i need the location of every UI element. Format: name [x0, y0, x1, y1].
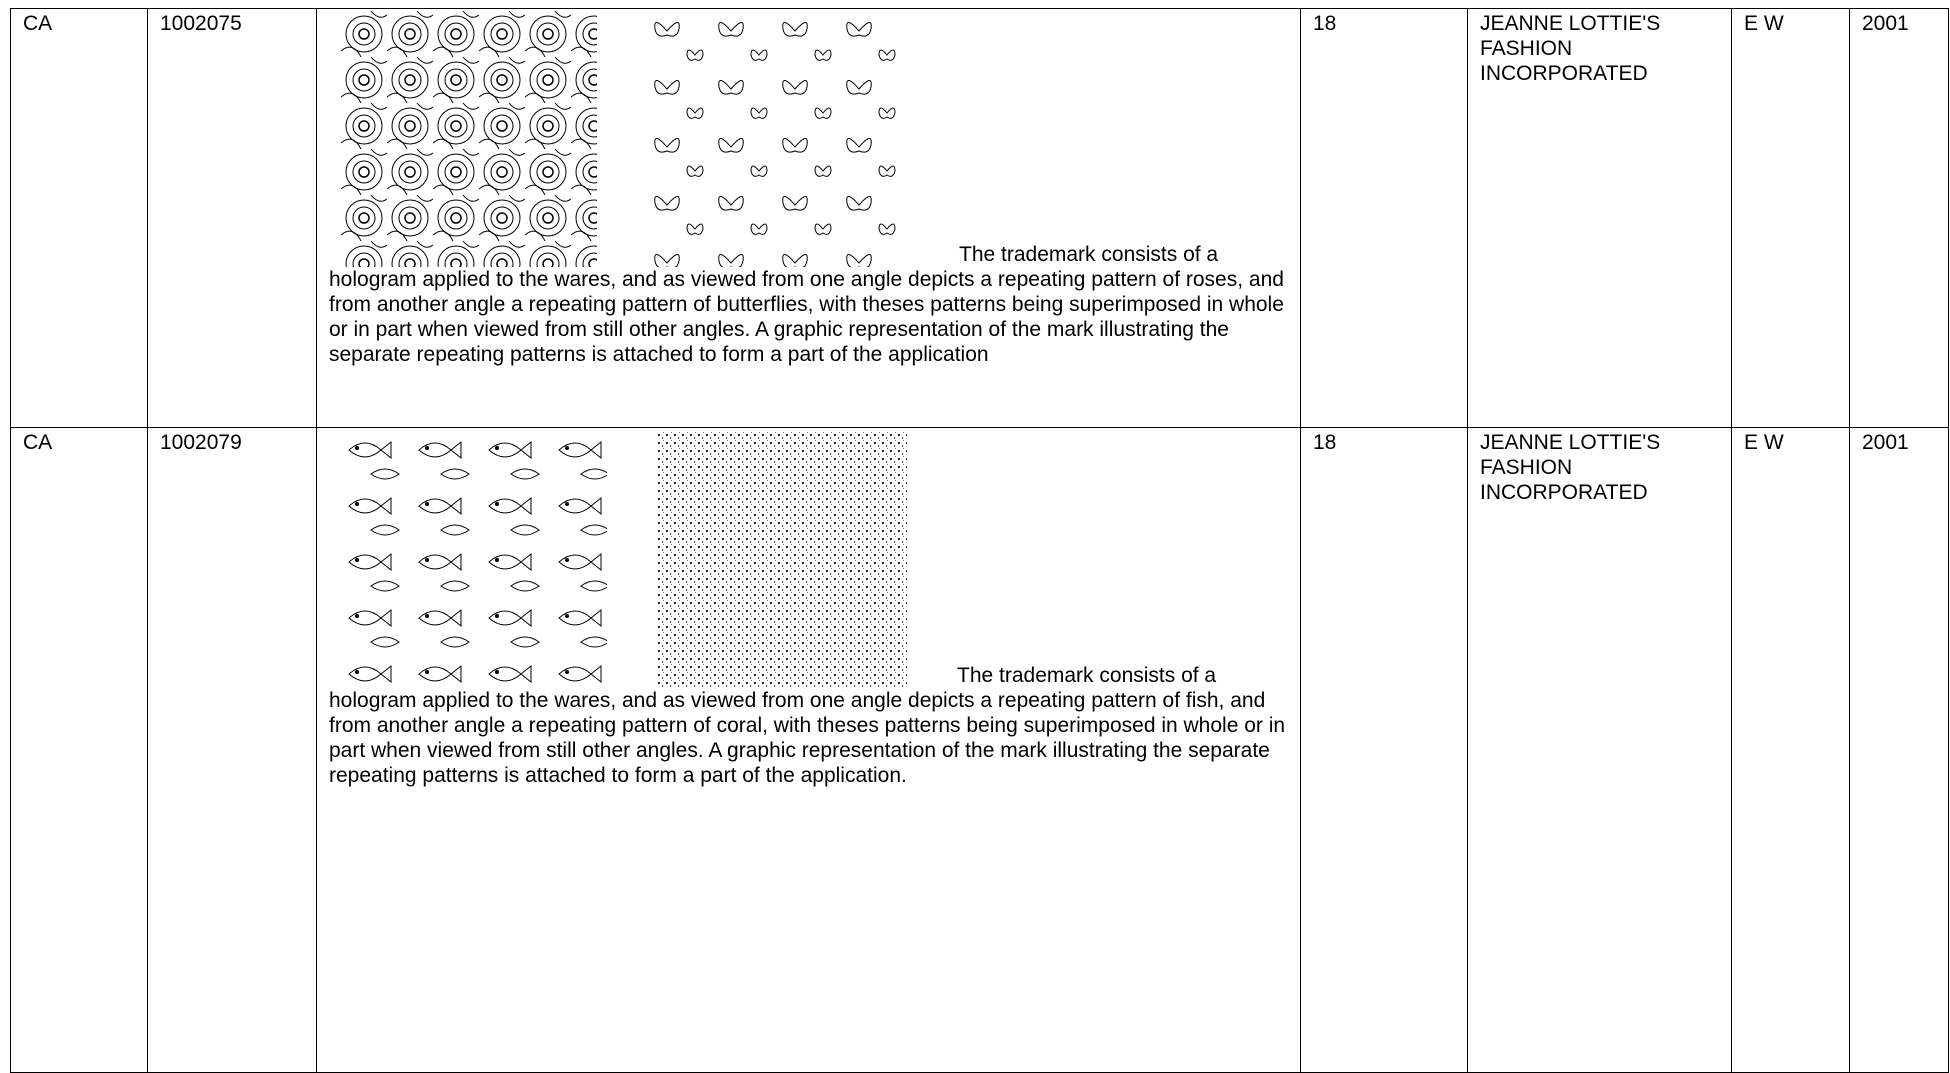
class-cell: 18 — [1300, 8, 1468, 428]
number-cell: 1002075 — [147, 8, 317, 428]
class-cell: 18 — [1300, 427, 1468, 1073]
country-cell: CA — [10, 8, 148, 428]
page: CA 1002075 The trademark consists of a h… — [10, 8, 1949, 1073]
table-row: CA 1002079 The trademark consists of a h… — [10, 427, 1949, 1073]
owner-cell: JEANNE LOTTIE'S FASHION INCORPORATED — [1467, 427, 1732, 1073]
butterflies-image — [647, 11, 909, 267]
owner-cell: JEANNE LOTTIE'S FASHION INCORPORATED — [1467, 8, 1732, 428]
description-text: The trademark consists of a hologram app… — [329, 664, 1286, 787]
year-cell: 2001 — [1849, 427, 1949, 1073]
description-cell: The trademark consists of a hologram app… — [316, 8, 1301, 428]
coral-image — [657, 432, 907, 688]
trademark-table: CA 1002075 The trademark consists of a h… — [10, 8, 1949, 1073]
description-text: The trademark consists of a hologram app… — [329, 243, 1284, 366]
roses-image — [341, 11, 597, 267]
number-cell: 1002079 — [147, 427, 317, 1073]
description-cell: The trademark consists of a hologram app… — [316, 427, 1301, 1073]
country-cell: CA — [10, 427, 148, 1073]
table-row: CA 1002075 The trademark consists of a h… — [10, 8, 1949, 428]
status-cell: E W — [1731, 8, 1850, 428]
fish-image — [341, 430, 607, 688]
year-cell: 2001 — [1849, 8, 1949, 428]
status-cell: E W — [1731, 427, 1850, 1073]
